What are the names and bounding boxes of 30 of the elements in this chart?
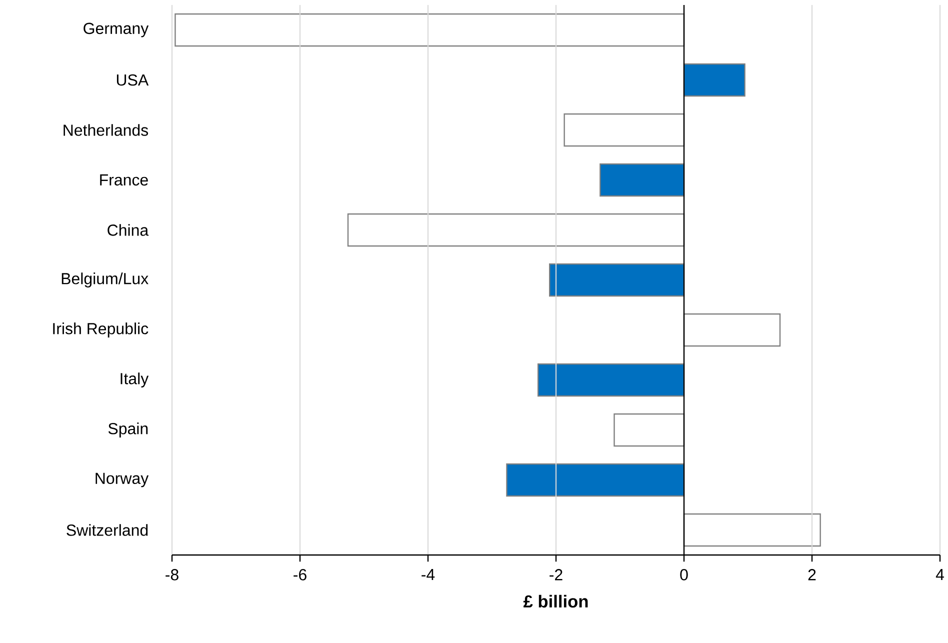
y-tick-label: China xyxy=(108,224,149,236)
bar xyxy=(347,213,685,247)
x-tick-label: -6 xyxy=(294,569,306,580)
bar xyxy=(564,113,685,147)
bar xyxy=(537,363,685,397)
y-tick-label: Italy xyxy=(120,372,149,388)
y-tick-label: Netherlands xyxy=(64,124,148,136)
y-tick-label: Norway xyxy=(96,472,149,488)
bar xyxy=(506,463,685,497)
bar xyxy=(683,513,821,547)
x-tick-label: -4 xyxy=(422,569,435,580)
bar xyxy=(174,13,685,47)
bar xyxy=(683,63,746,97)
x-tick-label: -8 xyxy=(166,569,178,580)
y-tick-label: Irish Republic xyxy=(53,322,148,338)
y-tick-label: Spain xyxy=(108,422,148,438)
bar xyxy=(614,413,685,447)
x-tick-label: -2 xyxy=(550,569,562,580)
x-axis-title: £ billion xyxy=(523,594,588,608)
y-tick-label: France xyxy=(100,174,148,186)
x-tick-label: 2 xyxy=(808,569,816,580)
y-tick-label: Switzerland xyxy=(66,524,148,536)
x-tick-label: 4 xyxy=(936,569,944,580)
y-tick-label: Germany xyxy=(84,22,149,38)
bar xyxy=(600,163,685,197)
y-tick-label: Belgium/Lux xyxy=(62,272,148,288)
bar xyxy=(549,263,685,297)
y-tick-label: USA xyxy=(116,74,149,86)
bar xyxy=(683,313,781,347)
x-tick-label: 0 xyxy=(680,569,688,580)
